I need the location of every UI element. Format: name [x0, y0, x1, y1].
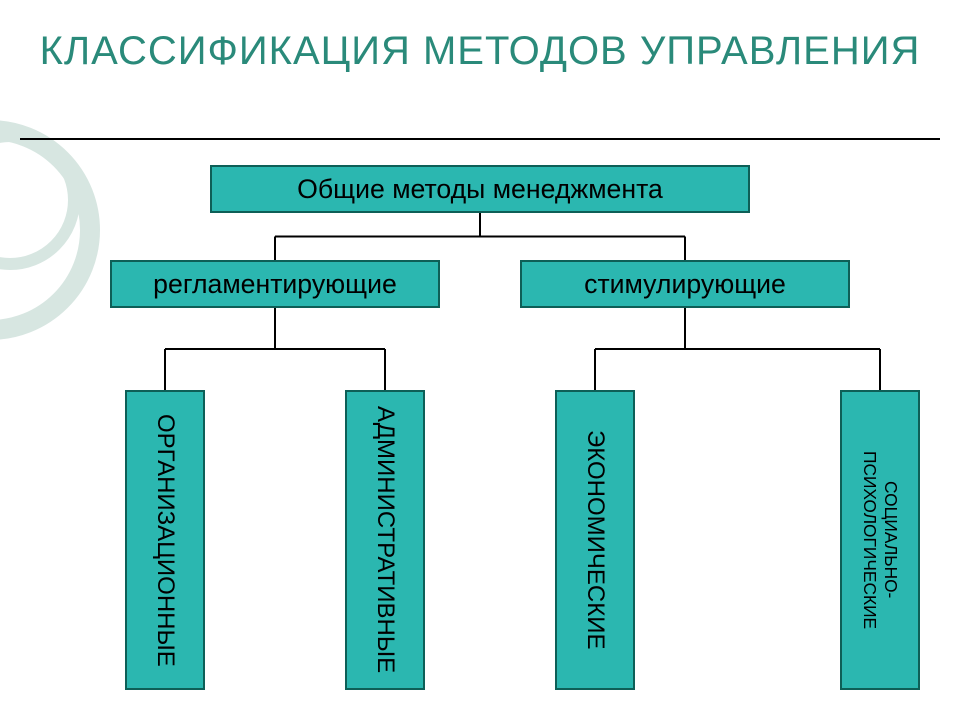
node-left: регламентирующие [110, 260, 440, 308]
page-title: КЛАССИФИКАЦИЯ МЕТОДОВ УПРАВЛЕНИЯ [0, 28, 960, 74]
node-leaf4: СОЦИАЛЬНО-ПСИХОЛОГИЧЕСКИЕ [840, 390, 920, 690]
node-leaf2: АДМИНИСТРАТИВНЫЕ [345, 390, 425, 690]
title-underline [20, 138, 940, 140]
node-leaf3: ЭКОНОМИЧЕСКИЕ [555, 390, 635, 690]
node-root: Общие методы менеджмента [210, 165, 750, 213]
node-leaf1: ОРГАНИЗАЦИОННЫЕ [125, 390, 205, 690]
node-right: стимулирующие [520, 260, 850, 308]
